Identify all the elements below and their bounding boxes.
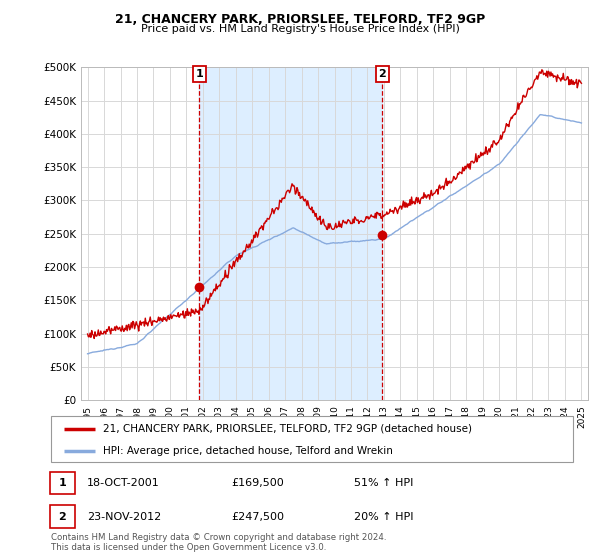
Text: 2: 2 <box>59 512 66 521</box>
Text: £247,500: £247,500 <box>231 512 284 521</box>
Text: 2: 2 <box>379 69 386 79</box>
Text: 1: 1 <box>196 69 203 79</box>
Bar <box>199 67 382 400</box>
Text: 23-NOV-2012: 23-NOV-2012 <box>87 512 161 521</box>
Text: This data is licensed under the Open Government Licence v3.0.: This data is licensed under the Open Gov… <box>51 543 326 552</box>
Text: 20% ↑ HPI: 20% ↑ HPI <box>354 512 413 521</box>
Text: HPI: Average price, detached house, Telford and Wrekin: HPI: Average price, detached house, Telf… <box>103 446 393 456</box>
Text: Contains HM Land Registry data © Crown copyright and database right 2024.: Contains HM Land Registry data © Crown c… <box>51 533 386 542</box>
Text: 51% ↑ HPI: 51% ↑ HPI <box>354 478 413 488</box>
Text: Price paid vs. HM Land Registry's House Price Index (HPI): Price paid vs. HM Land Registry's House … <box>140 24 460 34</box>
Text: 1: 1 <box>59 478 66 488</box>
Text: 21, CHANCERY PARK, PRIORSLEE, TELFORD, TF2 9GP (detached house): 21, CHANCERY PARK, PRIORSLEE, TELFORD, T… <box>103 424 472 434</box>
Text: £169,500: £169,500 <box>231 478 284 488</box>
Text: 21, CHANCERY PARK, PRIORSLEE, TELFORD, TF2 9GP: 21, CHANCERY PARK, PRIORSLEE, TELFORD, T… <box>115 13 485 26</box>
Text: 18-OCT-2001: 18-OCT-2001 <box>87 478 160 488</box>
